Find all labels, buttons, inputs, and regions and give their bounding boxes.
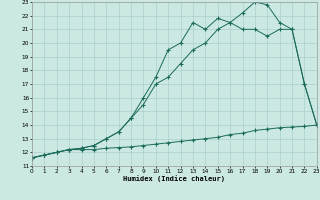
X-axis label: Humidex (Indice chaleur): Humidex (Indice chaleur)	[124, 175, 225, 182]
